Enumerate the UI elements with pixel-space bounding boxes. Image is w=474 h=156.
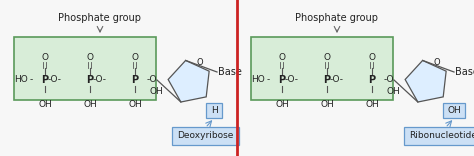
Text: -O: -O	[384, 76, 394, 85]
Text: -O-: -O-	[285, 76, 299, 85]
Text: OH: OH	[38, 100, 52, 109]
Text: P: P	[86, 75, 93, 85]
Text: P: P	[278, 75, 285, 85]
Polygon shape	[405, 60, 446, 102]
Text: -: -	[29, 76, 33, 85]
FancyBboxPatch shape	[206, 103, 222, 118]
Text: OH: OH	[386, 88, 400, 97]
Text: P: P	[131, 75, 138, 85]
Text: -O-: -O-	[93, 76, 107, 85]
Bar	[237, 0, 474, 156]
Text: O: O	[86, 53, 93, 62]
Text: HO: HO	[251, 76, 265, 85]
Text: O: O	[368, 53, 375, 62]
Text: Ribonucleotides: Ribonucleotides	[409, 132, 474, 141]
Text: O: O	[131, 53, 138, 62]
FancyBboxPatch shape	[172, 127, 239, 145]
Bar	[0, 0, 237, 156]
FancyBboxPatch shape	[14, 37, 156, 100]
Text: -O: -O	[147, 76, 157, 85]
Text: OH: OH	[320, 100, 334, 109]
Text: O: O	[279, 53, 285, 62]
Text: -O-: -O-	[330, 76, 344, 85]
FancyBboxPatch shape	[404, 127, 474, 145]
Text: Deoxyribose: Deoxyribose	[177, 132, 233, 141]
Text: Base: Base	[455, 67, 474, 77]
Text: OH: OH	[149, 88, 163, 97]
Text: OH: OH	[365, 100, 379, 109]
Text: OH: OH	[447, 106, 461, 115]
Text: Phosphate group: Phosphate group	[295, 13, 379, 23]
Text: P: P	[41, 75, 48, 85]
Text: O: O	[323, 53, 330, 62]
Text: Base: Base	[218, 67, 242, 77]
Text: OH: OH	[275, 100, 289, 109]
Text: P: P	[323, 75, 330, 85]
FancyBboxPatch shape	[251, 37, 393, 100]
Text: O: O	[196, 58, 203, 67]
Text: H: H	[211, 106, 218, 115]
Text: -: -	[266, 76, 270, 85]
FancyBboxPatch shape	[443, 103, 465, 118]
Text: P: P	[368, 75, 375, 85]
Text: Phosphate group: Phosphate group	[58, 13, 142, 23]
Text: -O-: -O-	[48, 76, 62, 85]
Polygon shape	[168, 60, 209, 102]
Text: OH: OH	[83, 100, 97, 109]
Text: O: O	[42, 53, 48, 62]
Text: O: O	[433, 58, 440, 67]
Text: HO: HO	[14, 76, 28, 85]
Text: OH: OH	[128, 100, 142, 109]
